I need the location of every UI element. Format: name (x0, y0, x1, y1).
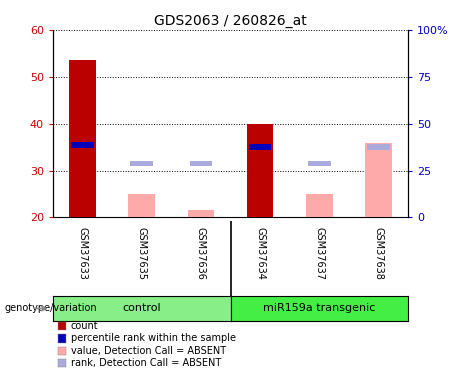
Bar (188, 210, 214, 218)
Text: miR159a transgenic: miR159a transgenic (263, 303, 375, 313)
Bar (365, 142, 392, 218)
Text: percentile rank within the sample: percentile rank within the sample (71, 333, 236, 344)
Text: rank, Detection Call = ABSENT: rank, Detection Call = ABSENT (71, 358, 221, 368)
Bar (129, 194, 155, 217)
Bar (71, 142, 94, 148)
Bar (247, 124, 273, 218)
Text: value, Detection Call = ABSENT: value, Detection Call = ABSENT (71, 346, 225, 355)
Bar (189, 161, 212, 166)
Text: genotype/variation: genotype/variation (5, 303, 97, 313)
Text: control: control (123, 303, 161, 313)
Bar (306, 194, 332, 217)
Bar (367, 144, 390, 150)
Text: GSM37634: GSM37634 (255, 227, 265, 280)
Text: GSM37635: GSM37635 (137, 227, 147, 280)
Title: GDS2063 / 260826_at: GDS2063 / 260826_at (154, 13, 307, 28)
Text: count: count (71, 321, 98, 331)
Text: GSM37636: GSM37636 (196, 227, 206, 280)
Bar (69, 60, 96, 217)
Bar (249, 144, 272, 150)
Text: GSM37638: GSM37638 (373, 227, 384, 280)
Text: GSM37637: GSM37637 (314, 227, 324, 280)
Bar (130, 161, 153, 166)
Bar (308, 161, 331, 166)
Text: GSM37633: GSM37633 (77, 227, 88, 280)
